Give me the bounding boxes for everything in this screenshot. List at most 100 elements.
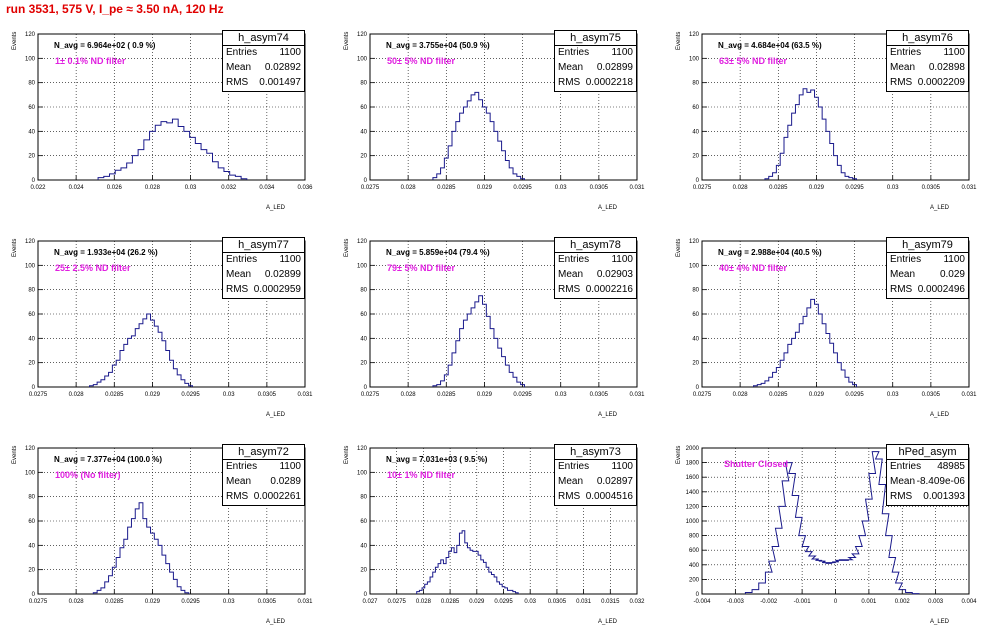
- x-tick-label: 0.028: [401, 185, 417, 191]
- stats-row-rms: RMS 0.0002209: [887, 76, 968, 91]
- y-tick-label: 100: [357, 263, 368, 269]
- stats-value: 0.02899: [596, 62, 633, 73]
- x-tick-label: 0.028: [733, 392, 749, 398]
- y-axis-label: Events: [676, 238, 682, 257]
- y-tick-label: 60: [28, 312, 35, 318]
- x-tick-label: 0.028: [416, 599, 432, 605]
- stats-key: Mean: [890, 476, 916, 487]
- histogram-panel-h_asym76: 0.0275 0.028 0.0285 0.029 0.0295 0.03 0.0305 0.…: [664, 14, 996, 221]
- x-tick-label: 0.0275: [361, 185, 380, 191]
- filter-label: 40± 4% ND filter: [719, 263, 787, 273]
- stats-value: 1100: [611, 47, 633, 58]
- stats-row-entries: Entries 1100: [555, 253, 636, 268]
- y-tick-label: 20: [28, 361, 35, 367]
- x-tick-label: -0.003: [727, 599, 745, 605]
- stats-key: Mean: [558, 476, 584, 487]
- histogram-line: [88, 313, 193, 387]
- y-axis-label: Events: [344, 445, 350, 464]
- stats-key: RMS: [226, 77, 249, 88]
- stats-key: RMS: [558, 491, 581, 502]
- y-tick-label: 80: [692, 288, 699, 294]
- stats-key: Mean: [226, 476, 252, 487]
- y-tick-label: 40: [692, 336, 699, 342]
- x-tick-label: 0.03: [185, 185, 197, 191]
- y-tick-label: 120: [357, 239, 368, 245]
- stats-value: 0.02903: [596, 269, 633, 280]
- x-axis-label: A_LED: [929, 205, 949, 211]
- stats-value: 0.0002496: [917, 284, 965, 295]
- stats-row-entries: Entries 1100: [223, 253, 304, 268]
- stats-value: 0.029: [939, 269, 965, 280]
- x-tick-label: 0.0305: [590, 392, 609, 398]
- histogram-panel-h_asym72: 0.0275 0.028 0.0285 0.029 0.0295 0.03 0.0305 0.…: [0, 428, 332, 635]
- stats-key: Entries: [890, 47, 922, 58]
- histogram-panel-h_asym75: 0.0275 0.028 0.0285 0.029 0.0295 0.03 0.0305 0.…: [332, 14, 664, 221]
- stats-value: 0.0002216: [585, 284, 633, 295]
- stats-title: h_asym72: [223, 445, 304, 460]
- stats-title: h_asym76: [887, 31, 968, 46]
- x-tick-label: 0.03: [887, 392, 899, 398]
- stats-box: h_asym75 Entries 1100 Mean 0.02899 RMS 0.00022…: [554, 30, 637, 92]
- run-header: run 3531, 575 V, I_pe ≈ 3.50 nA, 120 Hz: [6, 2, 224, 16]
- stats-title: h_asym75: [555, 31, 636, 46]
- x-tick-label: 0.0275: [693, 185, 712, 191]
- navg-label: N_avg = 3.755e+04 (50.9 %): [386, 41, 490, 50]
- y-axis-label: Events: [676, 31, 682, 50]
- y-tick-label: 0: [32, 592, 36, 598]
- x-tick-label: 0.001: [861, 599, 877, 605]
- stats-row-mean: Mean 0.02897: [555, 475, 636, 490]
- x-tick-label: 0.034: [259, 185, 275, 191]
- y-tick-label: 60: [360, 312, 367, 318]
- y-tick-label: 40: [360, 336, 367, 342]
- x-tick-label: 0: [834, 599, 838, 605]
- y-tick-label: 120: [357, 446, 368, 452]
- x-tick-label: 0.0295: [513, 392, 532, 398]
- x-axis-label: A_LED: [265, 619, 285, 625]
- x-tick-label: 0.0305: [590, 185, 609, 191]
- y-tick-label: 60: [28, 105, 35, 111]
- stats-key: Mean: [226, 62, 252, 73]
- histogram-line: [97, 118, 248, 180]
- stats-key: RMS: [558, 284, 581, 295]
- x-tick-label: 0.032: [221, 185, 237, 191]
- x-tick-label: 0.0275: [361, 392, 380, 398]
- navg-label: N_avg = 7.377e+04 (100.0 %): [54, 455, 163, 464]
- stats-key: Entries: [558, 254, 590, 265]
- stats-key: RMS: [890, 284, 913, 295]
- y-tick-label: 120: [25, 446, 36, 452]
- filter-label: 1± 0.1% ND filter: [55, 56, 126, 66]
- x-tick-label: 0.031: [297, 599, 313, 605]
- y-tick-label: 40: [360, 543, 367, 549]
- filter-label: 100% (No filter): [55, 470, 121, 480]
- y-tick-label: 120: [25, 32, 36, 38]
- x-tick-label: 0.0305: [258, 599, 277, 605]
- x-tick-label: 0.0305: [922, 185, 941, 191]
- filter-label: 50± 5% ND filter: [387, 56, 455, 66]
- y-tick-label: 60: [28, 519, 35, 525]
- y-tick-label: 400: [689, 563, 700, 569]
- histogram-plot: 0.0275 0.028 0.0285 0.029 0.0295 0.03 0.0305 0.…: [689, 239, 977, 398]
- stats-box: hPed_asym Entries 48985 Mean -8.409e-06 RMS 0.…: [886, 444, 969, 506]
- stats-row-mean: Mean 0.02892: [223, 61, 304, 76]
- y-tick-label: 60: [692, 312, 699, 318]
- x-axis-label: A_LED: [265, 412, 285, 418]
- y-tick-label: 40: [360, 129, 367, 135]
- stats-value: 0.0002209: [917, 77, 965, 88]
- stats-box: h_asym77 Entries 1100 Mean 0.02899 RMS 0.00029…: [222, 237, 305, 299]
- x-tick-label: 0.0305: [922, 392, 941, 398]
- x-tick-label: 0.027: [362, 599, 378, 605]
- y-tick-label: 80: [28, 495, 35, 501]
- histogram-line: [416, 530, 519, 594]
- y-axis-label: Events: [676, 445, 682, 464]
- stats-box: h_asym72 Entries 1100 Mean 0.0289 RMS 0.000226…: [222, 444, 305, 506]
- stats-value: 48985: [937, 461, 965, 472]
- y-tick-label: 20: [692, 361, 699, 367]
- x-tick-label: 0.031: [961, 392, 977, 398]
- x-tick-label: 0.002: [895, 599, 911, 605]
- y-axis-label: Events: [12, 31, 18, 50]
- x-tick-label: 0.004: [961, 599, 977, 605]
- y-tick-label: 1000: [686, 519, 700, 525]
- stats-value: 0.0004516: [585, 491, 633, 502]
- stats-key: Mean: [890, 269, 916, 280]
- x-axis-label: A_LED: [929, 619, 949, 625]
